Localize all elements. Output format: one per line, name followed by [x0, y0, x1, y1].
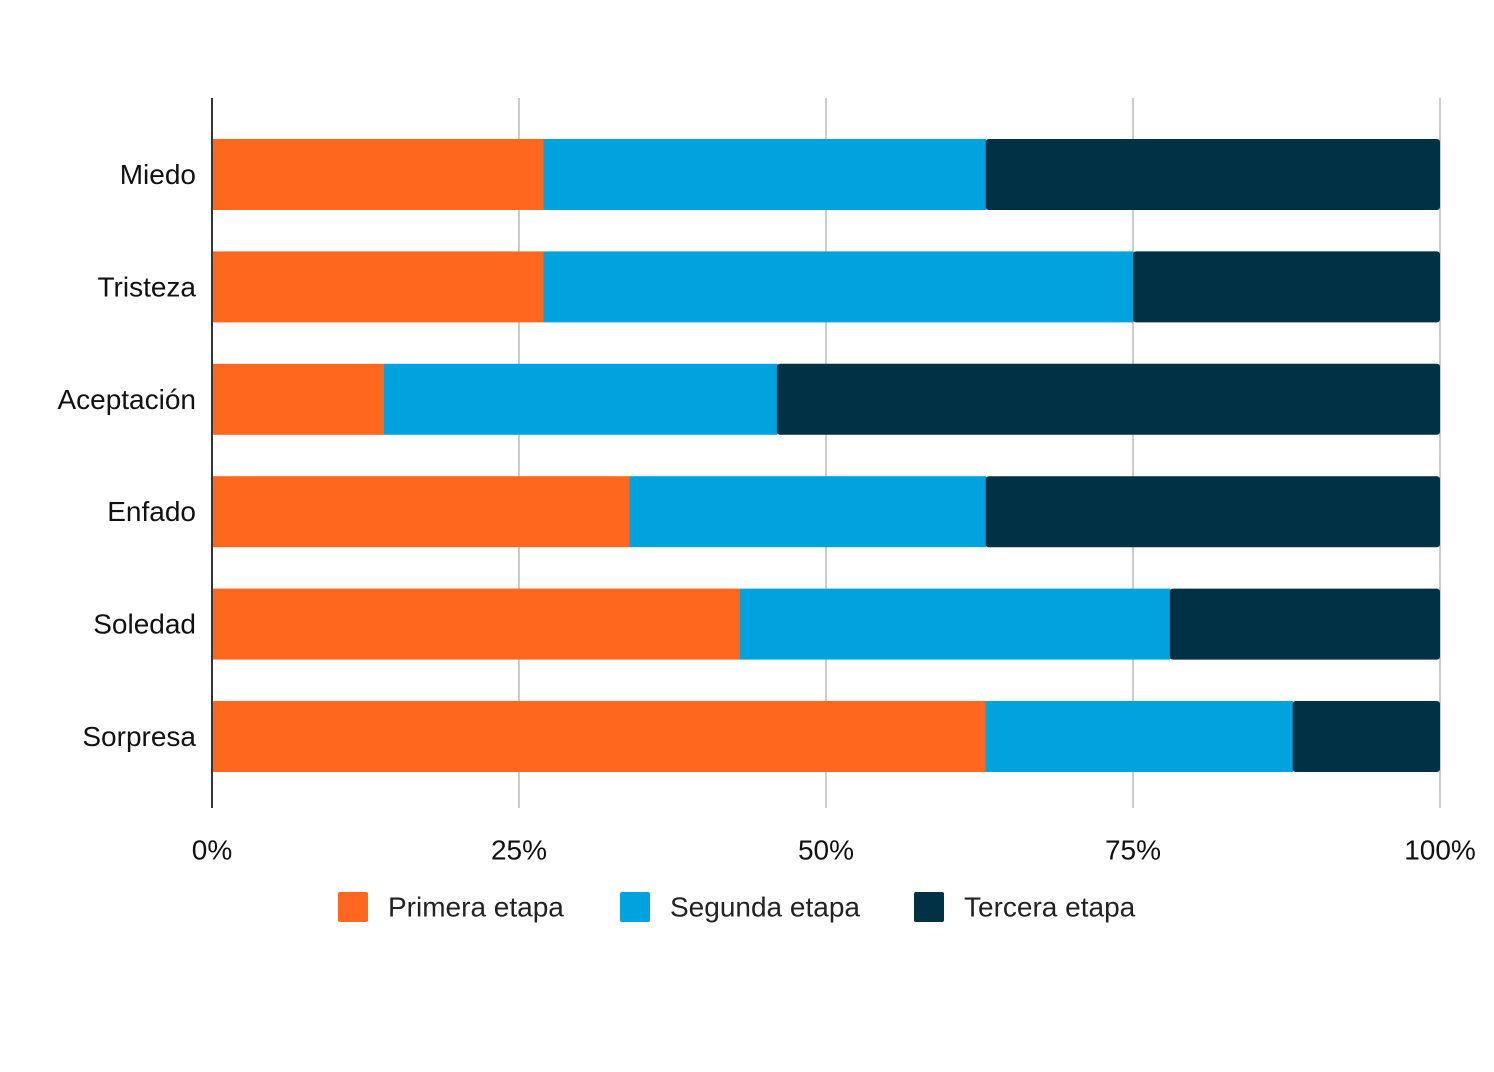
legend-swatch-0 — [338, 892, 368, 922]
bar-1-series-1 — [543, 251, 1134, 323]
legend-item-1: Segunda etapa — [620, 892, 860, 923]
category-label-1: Tristeza — [97, 271, 196, 302]
bar-4-series-0 — [212, 588, 741, 660]
bar-0-series-0 — [212, 139, 545, 210]
bar-row-1 — [212, 251, 1440, 323]
x-tick-label-4: 100% — [1404, 835, 1476, 866]
bar-1-series-0 — [212, 251, 545, 323]
legend-label-2: Tercera etapa — [964, 892, 1136, 923]
bar-row-3 — [212, 476, 1440, 548]
legend-label-1: Segunda etapa — [670, 892, 860, 923]
bar-5-series-2 — [1292, 701, 1440, 772]
bar-2-series-0 — [212, 363, 385, 435]
bar-3-series-0 — [212, 476, 631, 548]
bar-4-series-1 — [740, 588, 1171, 660]
legend-label-0: Primera etapa — [388, 892, 564, 923]
bar-3-series-1 — [629, 476, 987, 548]
bar-1-series-2 — [1133, 251, 1440, 323]
x-tick-label-3: 75% — [1105, 835, 1161, 866]
x-tick-label-1: 25% — [491, 835, 547, 866]
category-label-5: Sorpresa — [82, 721, 196, 752]
legend-item-0: Primera etapa — [338, 892, 564, 923]
bar-0-series-1 — [543, 139, 987, 210]
category-label-0: Miedo — [120, 159, 196, 190]
bar-3-series-2 — [985, 476, 1440, 548]
bar-row-0 — [212, 139, 1440, 210]
category-label-2: Aceptación — [57, 384, 196, 415]
legend-swatch-1 — [620, 892, 650, 922]
bar-5-series-0 — [212, 701, 987, 772]
bars — [212, 139, 1440, 772]
category-label-3: Enfado — [107, 496, 196, 527]
x-tick-labels: 0% 25% 50% 75% 100% — [192, 835, 1476, 866]
bar-2-series-2 — [776, 363, 1440, 435]
bar-row-5 — [212, 701, 1440, 772]
bar-4-series-2 — [1169, 588, 1440, 660]
grid-lines — [518, 98, 1441, 808]
bar-5-series-1 — [985, 701, 1294, 772]
bar-row-2 — [212, 363, 1440, 435]
legend: Primera etapa Segunda etapa Tercera etapa — [338, 892, 1136, 923]
category-label-4: Soledad — [93, 609, 196, 640]
category-labels: Miedo Tristeza Aceptación Enfado Soledad Sorp… — [57, 159, 196, 752]
bar-0-series-2 — [985, 139, 1440, 210]
legend-swatch-2 — [914, 892, 944, 922]
legend-item-2: Tercera etapa — [914, 892, 1136, 923]
bar-row-4 — [212, 588, 1440, 660]
x-tick-label-2: 50% — [798, 835, 854, 866]
bar-2-series-1 — [383, 363, 778, 435]
x-tick-label-0: 0% — [192, 835, 232, 866]
